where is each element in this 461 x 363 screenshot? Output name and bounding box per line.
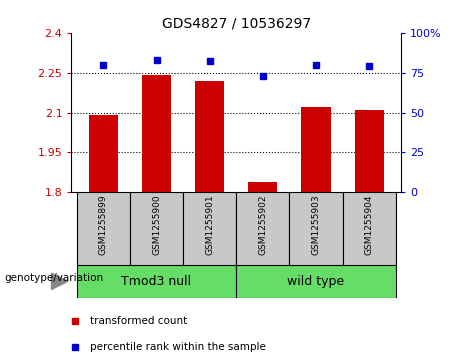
Bar — [130, 192, 183, 265]
Text: wild type: wild type — [288, 275, 344, 288]
Text: GSM1255900: GSM1255900 — [152, 195, 161, 256]
Text: GSM1255902: GSM1255902 — [258, 195, 267, 255]
Text: GSM1255899: GSM1255899 — [99, 195, 108, 256]
Bar — [355, 110, 384, 192]
Polygon shape — [52, 273, 68, 290]
Text: percentile rank within the sample: percentile rank within the sample — [89, 342, 266, 352]
Bar — [236, 265, 396, 298]
Text: transformed count: transformed count — [89, 316, 187, 326]
Bar — [77, 192, 130, 265]
Text: GSM1255901: GSM1255901 — [205, 195, 214, 256]
Text: GSM1255904: GSM1255904 — [365, 195, 374, 255]
Text: Tmod3 null: Tmod3 null — [121, 275, 192, 288]
Bar — [142, 75, 171, 192]
Bar — [183, 192, 236, 265]
Bar — [343, 192, 396, 265]
Bar — [77, 265, 236, 298]
Bar — [89, 115, 118, 192]
Bar — [195, 81, 225, 192]
Bar — [301, 107, 331, 192]
Text: GSM1255903: GSM1255903 — [312, 195, 320, 256]
Bar — [248, 182, 278, 192]
Text: genotype/variation: genotype/variation — [5, 273, 104, 283]
Bar — [236, 192, 290, 265]
Title: GDS4827 / 10536297: GDS4827 / 10536297 — [162, 16, 311, 30]
Bar — [290, 192, 343, 265]
